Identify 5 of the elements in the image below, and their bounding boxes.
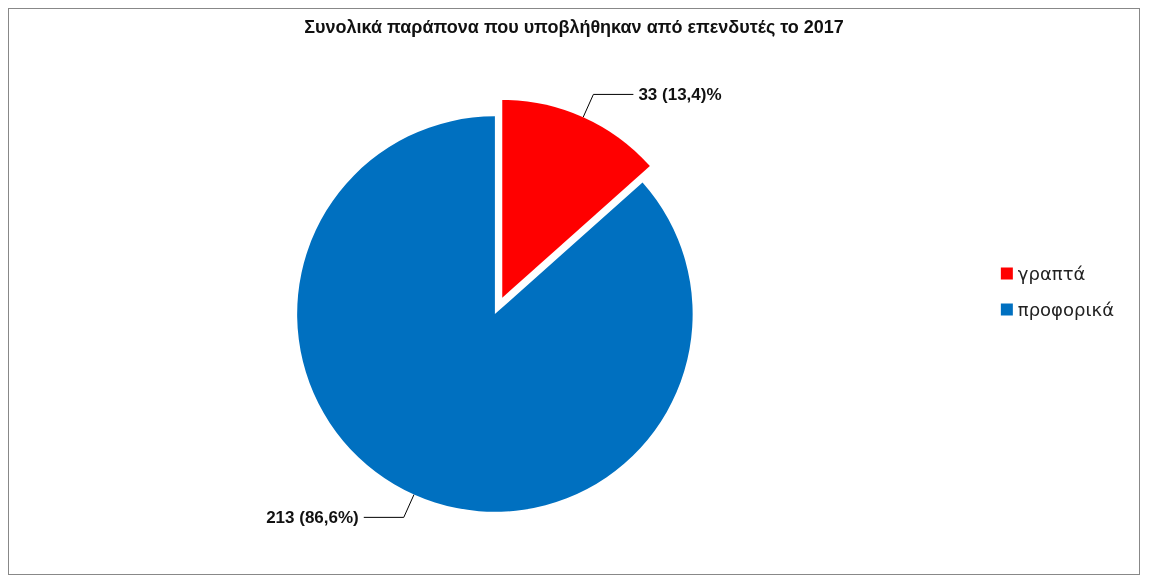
chart-title: Συνολικά παράπονα που υποβλήθηκαν από επενδυτές το 2017: [304, 17, 844, 37]
legend-label: προφορικά: [1017, 299, 1114, 320]
data-label: 33 (13,4)%: [638, 84, 722, 104]
legend-label: γραπτά: [1017, 263, 1086, 284]
data-label: 213 (86,6%): [266, 507, 359, 527]
